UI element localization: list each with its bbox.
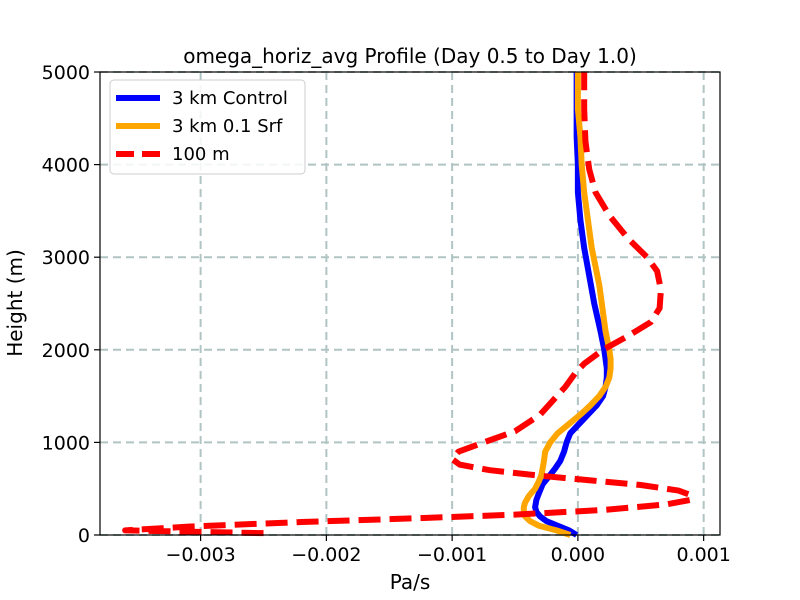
series-line-2 — [520, 72, 614, 538]
y-tick-label: 3000 — [42, 247, 90, 269]
y-tick-label: 5000 — [42, 62, 90, 84]
series-line-3 — [122, 72, 695, 537]
y-tick-label: 1000 — [42, 432, 90, 454]
y-tick-label: 0 — [78, 525, 90, 547]
x-tick-label: −0.002 — [291, 544, 361, 566]
y-tick-label: 4000 — [42, 155, 90, 177]
plot-frame — [99, 71, 721, 536]
series-lines — [122, 72, 695, 538]
y-axis-label: Height (m) — [3, 249, 27, 357]
x-tick-label: −0.003 — [165, 544, 235, 566]
legend-label: 100 m — [172, 144, 230, 165]
legend: 3 km Control 3 km 0.1 Srf 100 m — [109, 79, 306, 175]
legend-box — [109, 79, 306, 175]
x-tick-label: 0.000 — [551, 544, 605, 566]
x-axis: −0.003 −0.002 −0.001 0.000 0.001 — [165, 535, 731, 566]
chart-title: omega_horiz_avg Profile (Day 0.5 to Day … — [183, 44, 637, 68]
x-tick-label: 0.001 — [676, 544, 730, 566]
x-axis-label: Pa/s — [390, 570, 431, 594]
x-tick-label: −0.001 — [417, 544, 487, 566]
legend-label: 3 km Control — [172, 88, 288, 109]
legend-label: 3 km 0.1 Srf — [172, 116, 283, 137]
y-axis: 0 1000 2000 3000 4000 5000 — [42, 62, 100, 547]
y-tick-label: 2000 — [42, 340, 90, 362]
series-line-1 — [532, 72, 610, 538]
